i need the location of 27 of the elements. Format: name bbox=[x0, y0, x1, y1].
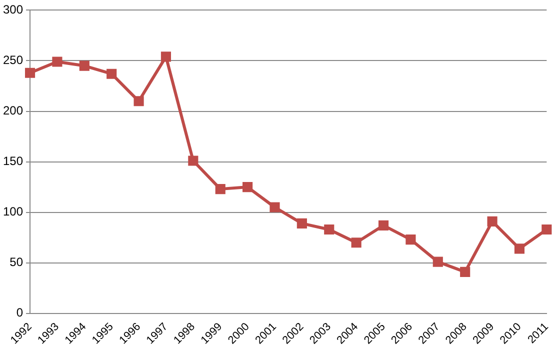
point bbox=[487, 216, 498, 226]
y-tick-label: 150 bbox=[2, 154, 24, 168]
point bbox=[188, 156, 198, 166]
point bbox=[514, 244, 525, 254]
point bbox=[432, 256, 443, 267]
point bbox=[134, 96, 144, 106]
y-tick-label: 200 bbox=[2, 104, 24, 118]
point bbox=[215, 184, 226, 194]
point bbox=[106, 68, 117, 79]
y-tick-label: 300 bbox=[2, 2, 24, 17]
point bbox=[378, 220, 389, 230]
point bbox=[542, 224, 552, 235]
point bbox=[406, 234, 416, 245]
point bbox=[160, 52, 172, 62]
y-tick-label: 0 bbox=[16, 306, 24, 320]
point bbox=[351, 238, 362, 248]
point bbox=[79, 60, 90, 71]
point bbox=[460, 266, 470, 277]
point bbox=[52, 56, 62, 67]
y-tick-label: 50 bbox=[10, 255, 24, 270]
point bbox=[324, 224, 334, 235]
point bbox=[242, 182, 253, 192]
point bbox=[24, 68, 36, 78]
point bbox=[296, 218, 307, 228]
y-tick-label: 250 bbox=[2, 53, 24, 68]
point bbox=[270, 202, 280, 212]
y-tick-label: 100 bbox=[2, 204, 24, 219]
